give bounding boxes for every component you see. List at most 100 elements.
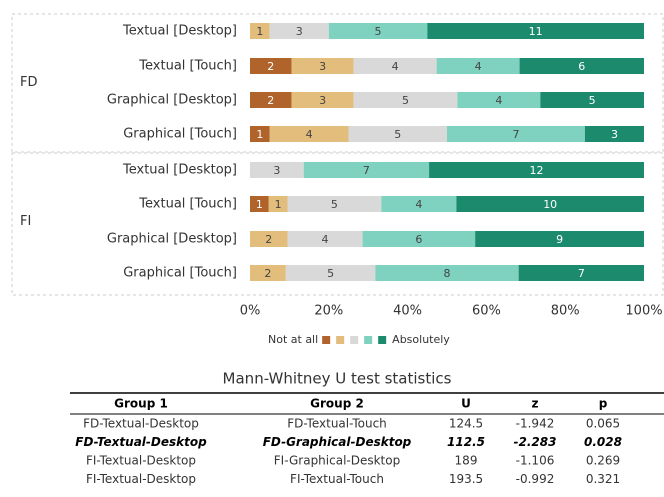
data-label: 4 (392, 60, 399, 73)
data-label: 4 (415, 198, 422, 211)
bar-segment (348, 126, 447, 142)
data-label: 5 (375, 25, 382, 38)
legend-label: Not at all (268, 333, 318, 346)
group-label: FD (20, 75, 38, 90)
bar-segment (456, 196, 644, 212)
legend-swatch (350, 336, 359, 344)
bar-segment (250, 23, 270, 39)
data-label: 6 (415, 233, 422, 246)
y-tick-label: Graphical [Desktop] (107, 232, 237, 247)
legend-label: Absolutely (392, 333, 450, 346)
table-cell: 189 (455, 454, 478, 468)
bar-segment (362, 231, 476, 247)
bar-segment (303, 162, 430, 178)
x-tick-label: 0% (240, 304, 261, 319)
table-cell: FD-Graphical-Desktop (263, 435, 412, 449)
bar-segment (250, 162, 304, 178)
table-cell: FI-Textual-Touch (290, 472, 384, 486)
x-tick-label: 20% (314, 304, 343, 319)
x-tick-label: 80% (551, 304, 580, 319)
legend-swatch (322, 336, 331, 344)
bar-segment (353, 92, 458, 108)
data-label: 4 (475, 60, 482, 73)
bar-segment (285, 265, 376, 281)
bar-segment (375, 265, 519, 281)
table-cell: 0.028 (584, 435, 622, 449)
data-label: 4 (306, 128, 313, 141)
bar-segment (381, 196, 457, 212)
legend-swatch (364, 336, 373, 344)
data-label: 3 (319, 94, 326, 107)
data-label: 11 (529, 25, 543, 38)
table-header: z (532, 397, 539, 411)
bar-segment (353, 58, 437, 74)
table-cell: FI-Textual-Desktop (86, 472, 196, 486)
table-cell: FD-Textual-Desktop (83, 417, 199, 431)
data-label: 1 (275, 198, 282, 211)
table-cell: 0.065 (586, 417, 620, 431)
data-label: 2 (267, 94, 274, 107)
data-label: 8 (444, 267, 451, 280)
table-header: U (461, 397, 471, 411)
bar-segment (287, 196, 382, 212)
group-label: FI (20, 214, 31, 229)
bar-segment (436, 58, 520, 74)
table-title: Mann-Whitney U test statistics (223, 370, 452, 388)
data-label: 1 (256, 25, 263, 38)
data-label: 4 (495, 94, 502, 107)
data-label: 7 (512, 128, 519, 141)
data-label: 5 (327, 267, 334, 280)
data-label: 2 (265, 233, 272, 246)
data-label: 2 (264, 267, 271, 280)
bar-segment (291, 92, 354, 108)
bar-segment (268, 196, 288, 212)
x-tick-label: 40% (393, 304, 422, 319)
table-cell: 124.5 (449, 417, 483, 431)
data-label: 1 (256, 198, 263, 211)
y-tick-label: Textual [Desktop] (122, 163, 237, 178)
y-tick-label: Graphical [Touch] (123, 127, 237, 142)
bar-segment (519, 58, 644, 74)
bar-segment (328, 23, 428, 39)
bar-segment (250, 58, 292, 74)
data-label: 7 (363, 164, 370, 177)
bar-segment (518, 265, 644, 281)
data-label: 5 (331, 198, 338, 211)
table-cell: FI-Textual-Desktop (86, 454, 196, 468)
bar-segment (447, 126, 585, 142)
table-cell: -0.992 (516, 472, 555, 486)
data-label: 3 (611, 128, 618, 141)
table-cell: -1.942 (516, 417, 555, 431)
bar-segment (269, 126, 349, 142)
table-header: p (599, 397, 608, 411)
data-label: 3 (296, 25, 303, 38)
table-cell: 193.5 (449, 472, 483, 486)
x-tick-label: 60% (472, 304, 501, 319)
table-cell: FD-Textual-Desktop (75, 435, 207, 449)
legend-swatch (336, 336, 345, 344)
bar-segment (250, 196, 269, 212)
group-box (11, 13, 664, 153)
bar-segment (457, 92, 541, 108)
x-tick-label: 100% (625, 304, 662, 319)
y-tick-label: Graphical [Touch] (123, 266, 237, 281)
y-tick-label: Textual [Desktop] (122, 24, 237, 39)
data-label: 9 (556, 233, 563, 246)
bar-segment (250, 265, 286, 281)
data-label: 4 (322, 233, 329, 246)
table-cell: -2.283 (514, 435, 557, 449)
data-label: 6 (578, 60, 585, 73)
data-label: 1 (256, 128, 263, 141)
bar-segment (269, 23, 329, 39)
bar-segment (250, 231, 288, 247)
data-label: 5 (589, 94, 596, 107)
legend-swatch (378, 336, 387, 344)
table-cell: 112.5 (447, 435, 485, 449)
bar-segment (287, 231, 363, 247)
data-label: 2 (267, 60, 274, 73)
table-cell: -1.106 (516, 454, 555, 468)
bar-segment (291, 58, 354, 74)
table-cell: 0.321 (586, 472, 620, 486)
y-tick-label: Textual [Touch] (138, 197, 237, 212)
